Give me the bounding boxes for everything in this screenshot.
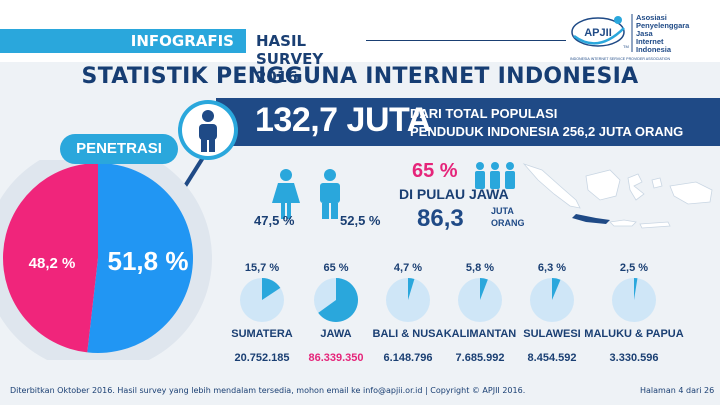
user-icon-connector xyxy=(178,100,238,193)
header-divider xyxy=(366,40,566,41)
region-pie-slice xyxy=(480,278,488,300)
region-name: SUMATERA xyxy=(231,328,293,340)
region-pie xyxy=(612,278,656,322)
people-group-icon xyxy=(475,162,515,189)
survey-label: HASIL SURVEY 2016 xyxy=(256,32,324,86)
user-icon xyxy=(199,110,217,152)
apjii-logo-mark: APJII TM Asosiasi Penyelenggara Jasa Int… xyxy=(570,13,690,61)
penetration-pie: 48,2 % 51,8 % xyxy=(0,160,212,360)
region-pie-slice xyxy=(552,278,561,300)
total-banner xyxy=(216,98,720,146)
region-users: 3.330.596 xyxy=(609,352,659,364)
banner-line-2: PENDUDUK INDONESIA 256,2 JUTA ORANG xyxy=(410,124,684,139)
region-name: BALI & NUSA xyxy=(372,328,444,340)
region-pie xyxy=(386,278,430,322)
female-icon xyxy=(272,169,300,219)
svg-text:Asosiasi: Asosiasi xyxy=(636,13,667,22)
region-pie xyxy=(314,278,358,322)
region-pie-slice xyxy=(634,278,638,300)
region-users: 20.752.185 xyxy=(234,352,290,364)
region-pct: 15,7 % xyxy=(244,262,280,274)
survey-tag: HASIL SURVEY 2016 xyxy=(246,29,366,86)
page-number: Halaman 4 dari 26 xyxy=(640,386,715,395)
svg-text:TM: TM xyxy=(623,44,629,49)
svg-text:Indonesia: Indonesia xyxy=(636,45,672,54)
region-pie-slice xyxy=(408,278,415,300)
infografis-tag: INFOGRAFIS xyxy=(0,29,246,53)
region-pct: 5,8 % xyxy=(465,262,495,274)
region-pie-slice xyxy=(318,278,358,322)
region-pie xyxy=(458,278,502,322)
male-icon xyxy=(320,169,340,219)
svg-text:INDONESIA INTERNET SERVICE PRO: INDONESIA INTERNET SERVICE PROVIDER ASSO… xyxy=(570,57,670,61)
gender-icons xyxy=(272,169,340,219)
penetrasi-label: PENETRASI xyxy=(60,134,178,164)
users-slice xyxy=(87,163,193,353)
total-users-value: 132,7 JUTA xyxy=(255,101,431,139)
region-pie xyxy=(530,278,574,322)
apjii-logo: APJII TM Asosiasi Penyelenggara Jasa Int… xyxy=(568,10,718,62)
page-title: STATISTIK PENGGUNA INTERNET INDONESIA xyxy=(81,64,639,89)
java-island xyxy=(572,214,610,224)
region-name: JAWA xyxy=(320,328,352,340)
footer-note: Diterbitkan Oktober 2016. Hasil survey y… xyxy=(10,386,526,395)
region-pie xyxy=(240,278,284,322)
region-name: KALIMANTAN xyxy=(443,328,517,340)
jawa-unit-juta: JUTA xyxy=(491,206,514,216)
users-pct-label: 51,8 % xyxy=(108,246,189,276)
region-pct: 6,3 % xyxy=(537,262,567,274)
region-users: 86.339.350 xyxy=(308,352,364,364)
non-users-slice xyxy=(2,163,98,353)
svg-text:Penyelenggara: Penyelenggara xyxy=(636,21,690,30)
non-users-pct-label: 48,2 % xyxy=(29,255,76,272)
region-users: 7.685.992 xyxy=(455,352,505,364)
region-name: SULAWESI xyxy=(523,328,581,340)
banner-line-1: DARI TOTAL POPULASI xyxy=(410,106,558,121)
jawa-count: 86,3 xyxy=(417,205,464,232)
infografis-label: INFOGRAFIS xyxy=(130,32,234,50)
jawa-label: DI PULAU JAWA xyxy=(399,186,509,202)
indonesia-map xyxy=(522,163,713,229)
region-pct: 65 % xyxy=(323,262,349,274)
region-users: 8.454.592 xyxy=(527,352,577,364)
male-pct: 52,5 % xyxy=(340,213,381,228)
svg-text:Internet: Internet xyxy=(636,37,664,46)
female-pct: 47,5 % xyxy=(254,213,295,228)
region-pie-slice xyxy=(262,278,281,300)
svg-text:APJII: APJII xyxy=(584,27,612,39)
jawa-pct: 65 % xyxy=(412,160,458,182)
region-pct: 4,7 % xyxy=(393,262,423,274)
svg-text:Jasa: Jasa xyxy=(636,29,654,38)
region-users: 6.148.796 xyxy=(383,352,433,364)
jawa-unit-orang: ORANG xyxy=(491,218,525,228)
region-name: MALUKU & PAPUA xyxy=(584,328,684,340)
region-pct: 2,5 % xyxy=(619,262,649,274)
